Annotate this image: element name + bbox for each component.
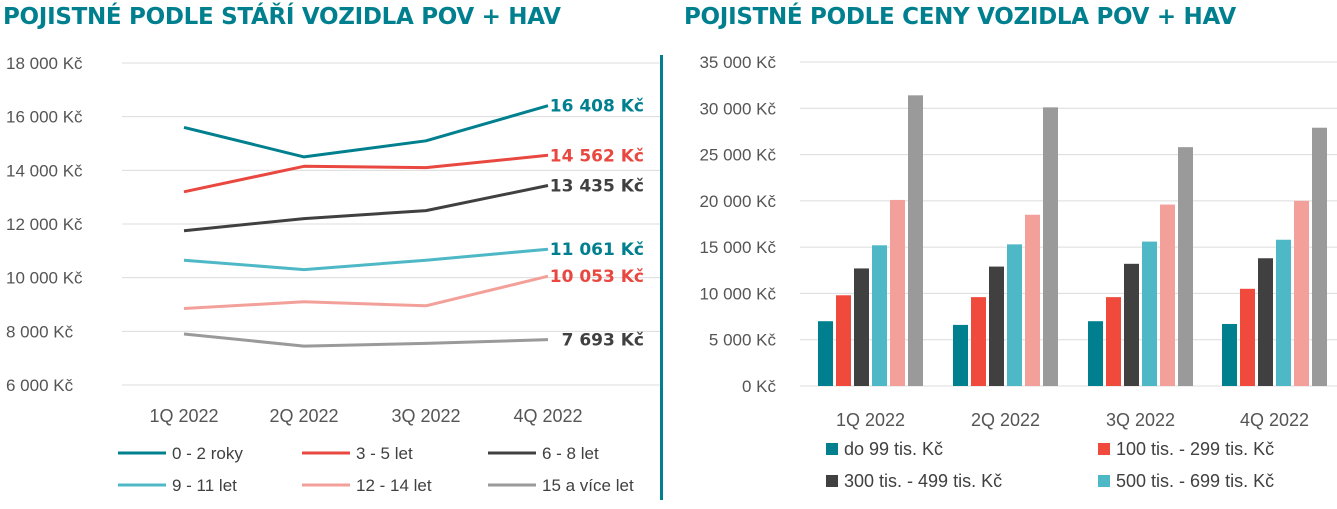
right-y-tick-label: 10 000 Kč <box>699 284 776 303</box>
bar-series-3 <box>854 268 869 386</box>
line-series-6 <box>183 332 549 348</box>
line-series-4 <box>183 247 549 272</box>
right-legend-swatch <box>1098 475 1110 487</box>
left-y-tick-label: 10 000 Kč <box>6 269 83 288</box>
chart-divider <box>660 55 663 500</box>
line-end-data-label: 16 408 Kč <box>550 97 644 117</box>
right-y-tick-label: 0 Kč <box>742 377 777 396</box>
bar-series-1 <box>1088 321 1103 386</box>
left-x-tick-label: 2Q 2022 <box>269 406 338 426</box>
right-y-tick-label: 5 000 Kč <box>709 331 777 350</box>
bar-series-1 <box>818 321 833 386</box>
right-y-tick-label: 30 000 Kč <box>699 99 776 118</box>
bar-series-2 <box>836 295 851 386</box>
left-legend-label: 6 - 8 let <box>542 444 599 463</box>
right-legend-label: 100 tis. - 299 tis. Kč <box>1116 439 1274 459</box>
line-series-5 <box>183 274 549 310</box>
bar-series-5 <box>1294 200 1309 386</box>
bar-series-1 <box>953 324 968 386</box>
left-legend-label: 15 a více let <box>542 476 634 495</box>
left-x-tick-label: 4Q 2022 <box>513 406 582 426</box>
bar-series-6 <box>1043 107 1058 387</box>
right-x-tick-label: 2Q 2022 <box>971 410 1040 430</box>
bar-series-5 <box>1160 204 1175 386</box>
bar-series-5 <box>890 199 905 386</box>
right-legend-swatch <box>826 443 838 455</box>
right-x-tick-label: 1Q 2022 <box>836 410 905 430</box>
right-y-tick-label: 35 000 Kč <box>699 53 776 72</box>
right-y-tick-label: 25 000 Kč <box>699 146 776 165</box>
left-y-tick-label: 8 000 Kč <box>6 322 74 341</box>
right-legend-label: do 99 tis. Kč <box>844 439 943 459</box>
left-x-tick-label: 3Q 2022 <box>391 406 460 426</box>
line-end-data-label: 7 693 Kč <box>562 331 644 351</box>
bar-series-3 <box>989 266 1004 386</box>
right-chart-title: POJISTNÉ PODLE CENY VOZIDLA POV + HAV <box>684 4 1236 30</box>
line-series-1 <box>183 104 549 159</box>
right-y-tick-label: 20 000 Kč <box>699 192 776 211</box>
bar-series-6 <box>908 95 923 386</box>
line-end-data-label: 13 435 Kč <box>550 176 644 196</box>
line-end-data-label: 14 562 Kč <box>550 146 644 166</box>
bar-series-4 <box>1142 241 1157 386</box>
line-series-3 <box>183 184 549 233</box>
left-legend-label: 3 - 5 let <box>356 444 413 463</box>
line-series-2 <box>183 153 549 194</box>
right-y-tick-label: 15 000 Kč <box>699 238 776 257</box>
right-x-tick-label: 4Q 2022 <box>1240 410 1309 430</box>
left-chart-title: POJISTNÉ PODLE STÁŘÍ VOZIDLA POV + HAV <box>3 4 561 30</box>
left-y-tick-label: 12 000 Kč <box>6 215 83 234</box>
bar-series-2 <box>1240 288 1255 386</box>
left-legend-label: 0 - 2 roky <box>172 444 243 463</box>
right-legend-label: 500 tis. - 699 tis. Kč <box>1116 471 1274 491</box>
bar-series-6 <box>1312 127 1327 387</box>
bar-series-4 <box>872 245 887 386</box>
left-y-tick-label: 18 000 Kč <box>6 54 83 73</box>
right-legend-swatch <box>826 475 838 487</box>
bar-series-6 <box>1178 147 1193 386</box>
right-legend-swatch <box>1098 443 1110 455</box>
bar-series-3 <box>1258 258 1273 386</box>
bar-series-3 <box>1124 263 1139 386</box>
left-legend-label: 9 - 11 let <box>172 476 237 495</box>
left-y-tick-label: 14 000 Kč <box>6 161 83 180</box>
line-end-data-label: 10 053 Kč <box>550 267 644 287</box>
left-x-tick-label: 1Q 2022 <box>149 406 218 426</box>
left-legend-label: 12 - 14 let <box>356 476 432 495</box>
bar-series-2 <box>1106 297 1121 386</box>
left-y-tick-label: 6 000 Kč <box>6 376 74 395</box>
bar-series-4 <box>1276 239 1291 386</box>
bar-series-1 <box>1222 323 1237 386</box>
bar-series-4 <box>1007 244 1022 386</box>
line-end-data-label: 11 061 Kč <box>550 240 644 260</box>
right-x-tick-label: 3Q 2022 <box>1106 410 1175 430</box>
right-legend-label: 300 tis. - 499 tis. Kč <box>844 471 1002 491</box>
bar-series-5 <box>1025 214 1040 386</box>
left-y-tick-label: 16 000 Kč <box>6 108 83 127</box>
bar-series-2 <box>971 297 986 386</box>
